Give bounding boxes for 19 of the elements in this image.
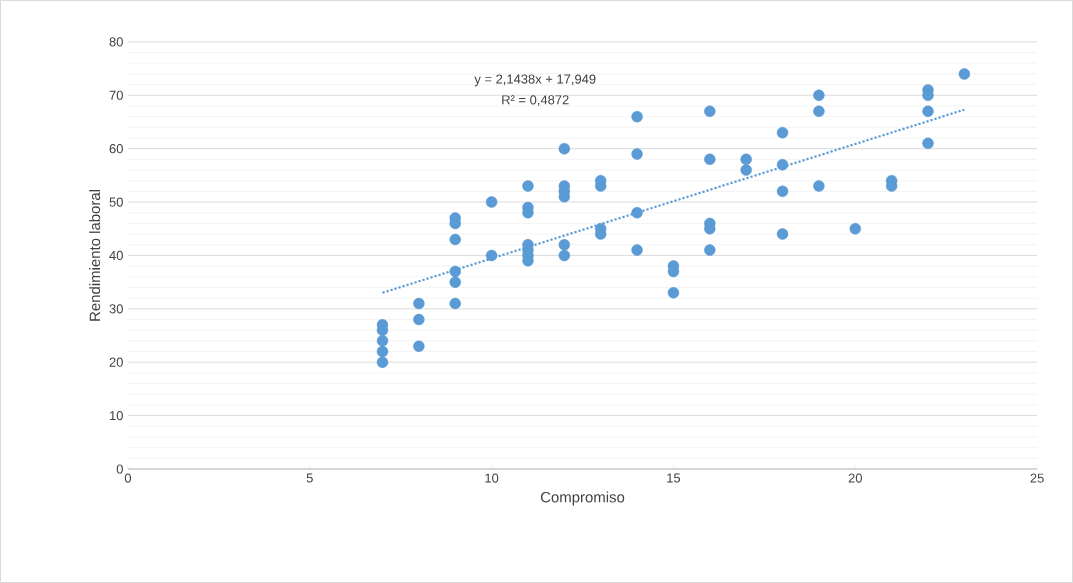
y-tick-label: 30	[109, 304, 123, 314]
y-tick-label: 80	[109, 37, 123, 47]
x-axis-title: Compromiso	[540, 491, 625, 506]
y-tick-label: 70	[109, 90, 123, 100]
x-tick-label: 0	[124, 473, 132, 483]
x-tick-label: 15	[667, 473, 681, 483]
x-tick-label: 20	[848, 473, 862, 483]
x-tick-label: 5	[306, 473, 313, 483]
y-tick-label: 50	[109, 197, 123, 207]
y-tick-label: 20	[109, 357, 123, 367]
x-tick-label: 25	[1030, 473, 1044, 483]
annotation: R² = 0,4872	[502, 95, 569, 107]
y-tick-label: 0	[116, 464, 123, 474]
x-tick-label: 10	[485, 473, 499, 483]
y-tick-label: 10	[109, 411, 123, 421]
y-axis-title: Rendimiento laboral	[89, 190, 101, 321]
annotation: y = 2,1438x + 17,949	[474, 74, 596, 87]
y-tick-label: 40	[109, 250, 123, 261]
y-tick-label: 60	[109, 144, 123, 154]
